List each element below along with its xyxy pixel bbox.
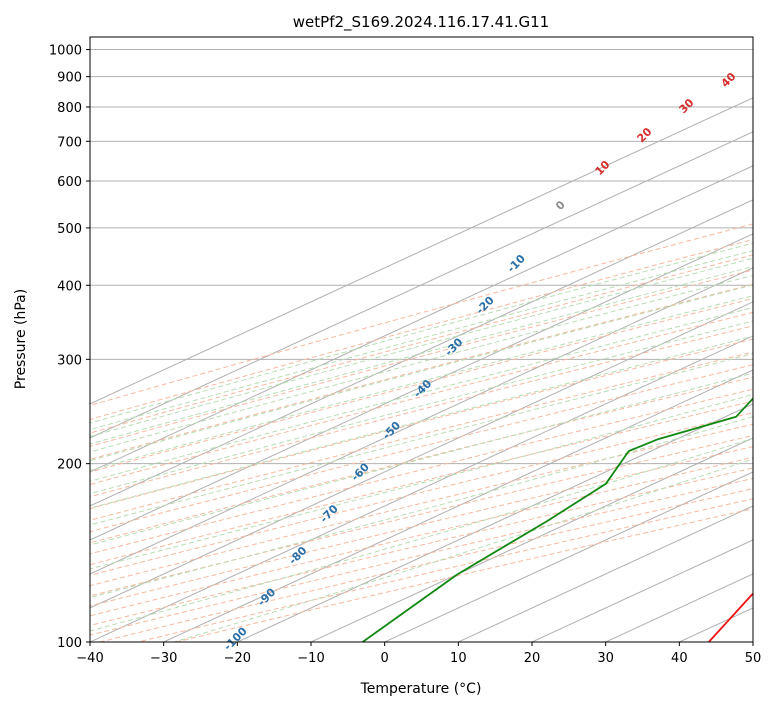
isotherm-gridline <box>679 607 753 642</box>
x-tick-label: 30 <box>597 651 614 666</box>
x-tick-label: −30 <box>150 651 177 666</box>
dry-adiabat-line <box>90 388 753 555</box>
x-axis-label: Temperature (°C) <box>360 681 482 697</box>
isotherm-gridline <box>163 369 753 642</box>
dry-adiabat-line <box>90 376 753 544</box>
dry-adiabat-line <box>90 400 753 566</box>
dry-adiabat-line <box>90 297 753 473</box>
moist-adiabat-line <box>90 257 753 438</box>
y-tick-label: 900 <box>57 71 82 86</box>
dry-adiabat-label: -40 <box>411 377 434 400</box>
x-tick-label: 50 <box>745 651 762 666</box>
x-tick-label: 10 <box>450 651 467 666</box>
dry-adiabat-line <box>90 223 753 406</box>
x-tick-label: −40 <box>76 651 103 666</box>
sounding-line <box>708 592 753 642</box>
dry-adiabat-line <box>90 456 753 617</box>
moist-adiabat-label: 30 <box>677 96 697 116</box>
y-tick-label: 700 <box>57 135 82 150</box>
isotherm-gridline <box>90 267 753 575</box>
dry-adiabat-line <box>90 269 753 447</box>
moist-adiabat-line <box>90 266 753 445</box>
y-tick-label: 100 <box>57 636 82 651</box>
dry-adiabat-label: -80 <box>286 544 309 567</box>
isotherm-gridline <box>90 233 753 541</box>
dry-adiabat-line <box>90 412 753 576</box>
x-tick-label: 20 <box>524 651 541 666</box>
moist-adiabat-line <box>90 242 753 424</box>
x-tick-label: 40 <box>671 651 688 666</box>
moist-adiabat-label: 10 <box>593 158 613 178</box>
isotherm-gridline <box>752 641 753 642</box>
dry-adiabat-line <box>90 338 753 510</box>
moist-adiabat-line <box>90 295 753 471</box>
y-tick-label: 800 <box>57 101 82 116</box>
moist-adiabat-label: 0 <box>553 198 568 213</box>
dry-adiabat-line <box>90 325 753 498</box>
chart-title: wetPf2_S169.2024.116.17.41.G11 <box>293 13 549 32</box>
moist-adiabat-line <box>90 437 753 632</box>
moist-adiabat-label: 40 <box>719 70 739 90</box>
isotherm-gridline <box>237 403 753 642</box>
y-tick-label: 300 <box>57 353 82 368</box>
dry-adiabat-line <box>90 254 753 434</box>
moist-adiabat-line <box>90 335 753 509</box>
moist-adiabat-line <box>90 250 753 431</box>
isotherm-gridline <box>531 539 753 642</box>
dry-adiabat-line <box>90 239 753 420</box>
dry-adiabat-line <box>99 488 753 642</box>
y-tick-label: 1000 <box>49 44 82 59</box>
dry-adiabat-line <box>90 423 753 587</box>
moist-adiabat-line <box>90 320 753 495</box>
dry-adiabat-line <box>90 351 753 521</box>
dry-adiabat-line <box>90 467 753 627</box>
x-tick-label: 0 <box>381 651 389 666</box>
isotherm-gridline <box>90 131 753 439</box>
moist-adiabat-line <box>90 274 753 453</box>
dry-adiabat-line <box>90 283 753 460</box>
dry-adiabat-line <box>90 434 753 597</box>
moist-adiabat-line <box>90 307 753 482</box>
dry-adiabat-line <box>90 445 753 607</box>
dry-adiabat-label: -90 <box>255 585 278 608</box>
isotherm-gridline <box>90 165 753 473</box>
plot-frame <box>89 36 754 643</box>
dry-adiabat-line <box>90 311 753 486</box>
x-tick-label: −20 <box>224 651 251 666</box>
moist-adiabat-line <box>90 372 753 546</box>
isotherm-gridline <box>90 97 753 405</box>
x-tick-label: −10 <box>297 651 324 666</box>
moist-adiabat-line <box>90 353 753 526</box>
moist-adiabat-line <box>90 284 753 462</box>
isotherm-gridline <box>310 437 753 642</box>
isotherm-gridline <box>458 505 753 642</box>
moist-adiabat-line <box>90 393 753 570</box>
y-axis-label: Pressure (hPa) <box>13 289 29 389</box>
moist-adiabat-label: 20 <box>635 125 655 145</box>
dry-adiabat-line <box>90 364 753 533</box>
isotherm-gridline <box>90 301 753 609</box>
dry-adiabat-label: -70 <box>318 502 341 525</box>
moist-adiabat-line <box>90 416 753 599</box>
sounding-line <box>362 397 753 642</box>
y-tick-label: 600 <box>57 175 82 190</box>
isotherm-gridline <box>384 471 753 642</box>
y-tick-label: 400 <box>57 279 82 294</box>
y-tick-label: 500 <box>57 222 82 237</box>
isotherm-gridline <box>90 335 753 642</box>
dry-adiabat-label: -100 <box>221 624 250 653</box>
y-tick-label: 200 <box>57 458 82 473</box>
dry-adiabat-label: -20 <box>474 294 497 317</box>
isotherm-gridline <box>90 199 753 507</box>
